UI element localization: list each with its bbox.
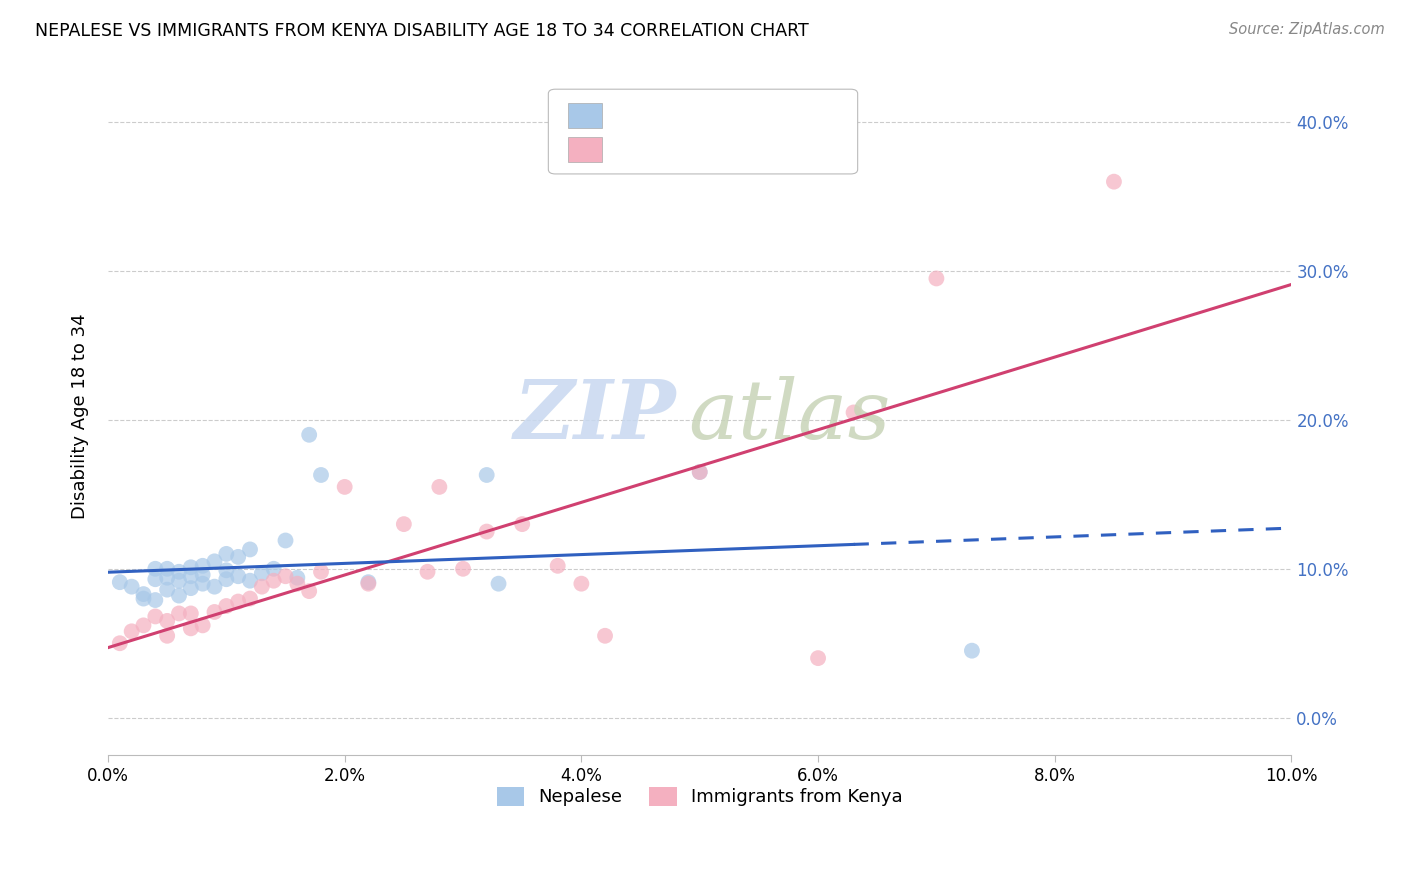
Point	[689, 465, 711, 479]
Point	[239, 542, 262, 557]
Text: N =: N =	[713, 106, 765, 124]
Point	[475, 524, 498, 539]
Point	[239, 591, 262, 606]
Point	[180, 581, 202, 595]
Point	[298, 427, 321, 442]
Point	[333, 480, 356, 494]
Text: ZIP: ZIP	[513, 376, 676, 456]
Point	[143, 609, 166, 624]
Point	[925, 271, 948, 285]
Point	[108, 636, 131, 650]
Point	[689, 465, 711, 479]
Point	[510, 517, 533, 532]
Point	[156, 629, 179, 643]
Point	[132, 587, 155, 601]
Text: Source: ZipAtlas.com: Source: ZipAtlas.com	[1229, 22, 1385, 37]
Point	[204, 580, 226, 594]
Point	[167, 589, 190, 603]
Point	[204, 554, 226, 568]
Point	[298, 584, 321, 599]
Point	[239, 574, 262, 588]
Point	[180, 560, 202, 574]
Text: 0.616: 0.616	[654, 141, 704, 159]
Point	[392, 517, 415, 532]
Point	[215, 563, 238, 577]
Text: 39: 39	[759, 106, 782, 124]
Point	[263, 562, 285, 576]
Point	[191, 576, 214, 591]
Point	[191, 618, 214, 632]
Text: R =: R =	[614, 106, 654, 124]
Point	[167, 565, 190, 579]
Point	[451, 562, 474, 576]
Text: -0.076: -0.076	[654, 106, 711, 124]
Point	[427, 480, 450, 494]
Point	[167, 607, 190, 621]
Point	[191, 567, 214, 582]
Point	[1102, 175, 1125, 189]
Point	[215, 599, 238, 613]
Y-axis label: Disability Age 18 to 34: Disability Age 18 to 34	[72, 313, 89, 519]
Point	[547, 558, 569, 573]
Point	[226, 569, 249, 583]
Point	[167, 574, 190, 588]
Point	[309, 565, 332, 579]
Point	[156, 614, 179, 628]
Point	[488, 576, 510, 591]
Point	[180, 607, 202, 621]
Point	[569, 576, 592, 591]
Point	[132, 618, 155, 632]
Point	[357, 575, 380, 590]
Point	[274, 569, 297, 583]
Point	[960, 643, 983, 657]
Point	[593, 629, 616, 643]
Point	[250, 566, 273, 581]
Point	[143, 572, 166, 586]
Text: NEPALESE VS IMMIGRANTS FROM KENYA DISABILITY AGE 18 TO 34 CORRELATION CHART: NEPALESE VS IMMIGRANTS FROM KENYA DISABI…	[35, 22, 808, 40]
Point	[274, 533, 297, 548]
Point	[475, 467, 498, 482]
Point	[285, 571, 308, 585]
Point	[143, 562, 166, 576]
Point	[156, 571, 179, 585]
Point	[132, 591, 155, 606]
Point	[357, 576, 380, 591]
Legend: Nepalese, Immigrants from Kenya: Nepalese, Immigrants from Kenya	[489, 780, 910, 814]
Point	[180, 621, 202, 635]
Text: N =: N =	[713, 141, 765, 159]
Text: R =: R =	[614, 141, 659, 159]
Point	[191, 558, 214, 573]
Point	[108, 575, 131, 590]
Point	[215, 572, 238, 586]
Point	[121, 624, 143, 639]
Point	[156, 582, 179, 597]
Point	[807, 651, 830, 665]
Point	[204, 605, 226, 619]
Point	[309, 467, 332, 482]
Text: 36: 36	[759, 141, 782, 159]
Point	[121, 580, 143, 594]
Point	[156, 562, 179, 576]
Point	[842, 405, 865, 419]
Point	[285, 576, 308, 591]
Point	[416, 565, 439, 579]
Point	[226, 594, 249, 608]
Text: atlas: atlas	[688, 376, 890, 456]
Point	[143, 593, 166, 607]
Point	[226, 549, 249, 564]
Point	[180, 569, 202, 583]
Point	[215, 547, 238, 561]
Point	[263, 574, 285, 588]
Point	[250, 580, 273, 594]
